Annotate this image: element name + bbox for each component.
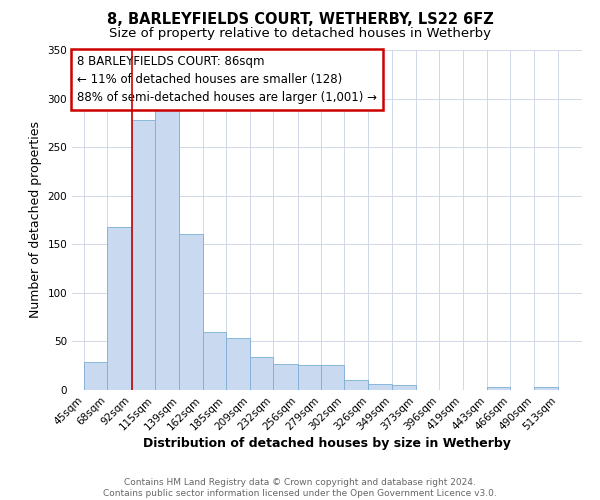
Bar: [344, 380, 368, 390]
Bar: [179, 234, 203, 390]
X-axis label: Distribution of detached houses by size in Wetherby: Distribution of detached houses by size …: [143, 438, 511, 450]
Bar: [487, 387, 510, 390]
Text: Contains HM Land Registry data © Crown copyright and database right 2024.
Contai: Contains HM Land Registry data © Crown c…: [103, 478, 497, 498]
Bar: [321, 364, 344, 390]
Text: 8 BARLEYFIELDS COURT: 86sqm
← 11% of detached houses are smaller (128)
88% of se: 8 BARLEYFIELDS COURT: 86sqm ← 11% of det…: [77, 55, 377, 104]
Bar: [535, 387, 558, 390]
Bar: [250, 357, 274, 390]
Bar: [274, 364, 298, 390]
Bar: [226, 338, 250, 390]
Bar: [84, 362, 107, 390]
Bar: [107, 227, 132, 390]
Bar: [368, 384, 392, 390]
Y-axis label: Number of detached properties: Number of detached properties: [29, 122, 42, 318]
Bar: [203, 332, 226, 390]
Text: 8, BARLEYFIELDS COURT, WETHERBY, LS22 6FZ: 8, BARLEYFIELDS COURT, WETHERBY, LS22 6F…: [107, 12, 493, 28]
Bar: [298, 364, 321, 390]
Text: Size of property relative to detached houses in Wetherby: Size of property relative to detached ho…: [109, 28, 491, 40]
Bar: [155, 108, 179, 390]
Bar: [392, 385, 416, 390]
Bar: [132, 120, 155, 390]
